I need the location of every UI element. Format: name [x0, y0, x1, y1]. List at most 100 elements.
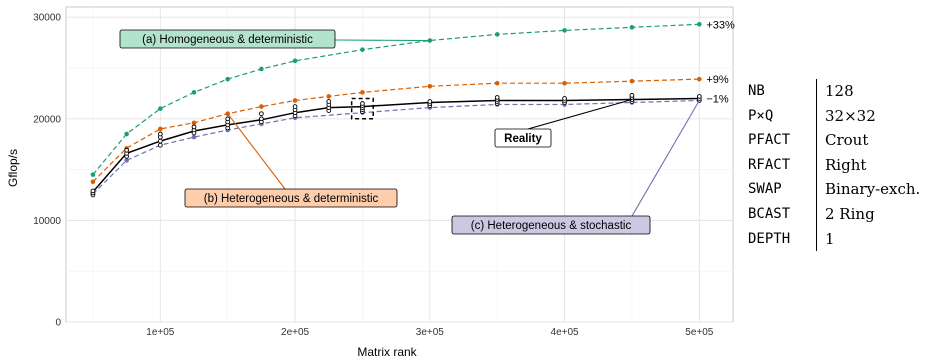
param-row: RFACT Right: [748, 152, 920, 178]
reality-point: [157, 131, 163, 137]
param-value: Crout: [825, 131, 869, 150]
reality-point: [562, 96, 567, 101]
series-point: [427, 83, 433, 89]
series-line-1: [92, 78, 700, 183]
reality-point: [90, 188, 96, 194]
annotation-label-1: (b) Heterogeneous & deterministic: [204, 193, 379, 205]
annotation-box-1: [184, 188, 398, 208]
param-value: 2 Ring: [825, 204, 875, 223]
series-point: [292, 98, 298, 103]
param-row: BCAST 2 Ring: [748, 201, 920, 227]
annotation-label-0: (a) Homogeneous & deterministic: [142, 34, 313, 46]
series-point: [225, 76, 230, 82]
reality-point: [629, 93, 635, 98]
y-tick-label: 10000: [33, 216, 61, 227]
annotation-label-2: Reality: [504, 133, 542, 145]
series-point: [259, 66, 264, 72]
reality-point: [157, 138, 163, 144]
param-value: 1: [825, 229, 835, 248]
series-point: [191, 134, 197, 140]
end-label-2: −1%: [706, 93, 729, 105]
param-row: DEPTH 1: [748, 226, 920, 252]
series-point: [326, 94, 332, 99]
reality-point: [326, 99, 332, 104]
x-tick-label: 3e+05: [416, 327, 445, 338]
param-key: P×Q: [748, 103, 817, 129]
end-label-1: +9%: [706, 74, 729, 86]
param-value: 128: [825, 82, 854, 100]
reality-point: [157, 142, 163, 148]
series-point: [90, 172, 96, 177]
param-key: BCAST: [748, 201, 817, 227]
y-tick-label: 0: [55, 318, 61, 329]
param-key: NB: [748, 79, 817, 104]
series-point: [158, 126, 163, 132]
series-point: [494, 32, 500, 37]
annotation-box-3: [451, 215, 651, 235]
series-point: [90, 179, 96, 185]
reality-points-layer: [90, 93, 702, 198]
series-point: [494, 80, 500, 86]
param-key: DEPTH: [748, 226, 817, 252]
y-axis-title: Gflop/s: [6, 149, 20, 187]
performance-chart: +33% +9% −1% (a) Homogeneous & deterministi…: [6, 6, 735, 359]
series-point: [562, 80, 567, 86]
series-point: [360, 90, 365, 95]
leader-line-3: [631, 100, 700, 217]
annotation-layer: +33% +9% −1% (a) Homogeneous & deterministi…: [119, 19, 735, 235]
param-row: NB 128: [748, 79, 920, 104]
reality-point: [259, 111, 264, 117]
parameters-table: NB 128 P×Q 32×32 PFACT Crout RFACT Right SWAP Bin…: [748, 79, 920, 252]
grid: [65, 6, 734, 323]
y-tick-label: 30000: [33, 13, 61, 24]
reality-point: [494, 95, 500, 100]
param-key: RFACT: [748, 152, 817, 178]
x-tick-label: 4e+05: [551, 327, 580, 338]
param-row: PFACT Crout: [748, 128, 920, 153]
series-point: [124, 158, 129, 163]
series-point: [629, 25, 635, 30]
param-value: 32×32: [825, 106, 876, 125]
series-point: [697, 76, 702, 82]
series-point: [629, 78, 635, 84]
param-key: SWAP: [748, 177, 817, 202]
series-point: [360, 47, 365, 52]
end-label-0: +33%: [706, 19, 735, 31]
y-tick-label: 20000: [33, 114, 61, 125]
series-point: [292, 58, 298, 64]
param-row: SWAP Binary-exch.: [748, 177, 920, 202]
reality-point: [225, 116, 231, 122]
series-point: [697, 21, 702, 27]
annotation-box-0: [119, 29, 336, 49]
tick-label-layer: 1e+05 2e+05 3e+05 4e+05 5e+05 0 10000 20000 3000…: [33, 13, 714, 338]
annotation-box-2: [494, 128, 552, 148]
reality-point: [259, 116, 264, 122]
annotation-label-3: (c) Heterogeneous & stochastic: [471, 220, 632, 232]
leader-line-0: [334, 39, 430, 42]
reality-point: [427, 99, 433, 104]
x-tick-label: 5e+05: [685, 327, 714, 338]
highlight-box: [350, 97, 374, 120]
param-key: PFACT: [748, 128, 817, 153]
leader-line-2: [527, 98, 633, 130]
plot-panel: [65, 6, 734, 323]
reality-point: [696, 94, 702, 99]
reality-point: [292, 104, 298, 109]
x-axis-title: Matrix rank: [357, 345, 417, 359]
x-tick-label: 2e+05: [281, 327, 310, 338]
reality-point: [191, 124, 197, 130]
series-point: [158, 106, 163, 111]
param-row: P×Q 32×32: [748, 103, 920, 129]
series-point: [191, 90, 197, 95]
series-line-2: [92, 97, 700, 193]
reality-point: [124, 147, 129, 153]
reality-point: [360, 101, 365, 106]
series-point: [562, 28, 567, 33]
series-point: [124, 131, 129, 137]
series-point: [191, 120, 197, 126]
series-point: [259, 104, 264, 109]
param-value: Binary-exch.: [825, 180, 921, 199]
param-value: Right: [825, 155, 867, 174]
leader-line-1: [227, 113, 286, 190]
x-tick-label: 1e+05: [146, 327, 175, 338]
